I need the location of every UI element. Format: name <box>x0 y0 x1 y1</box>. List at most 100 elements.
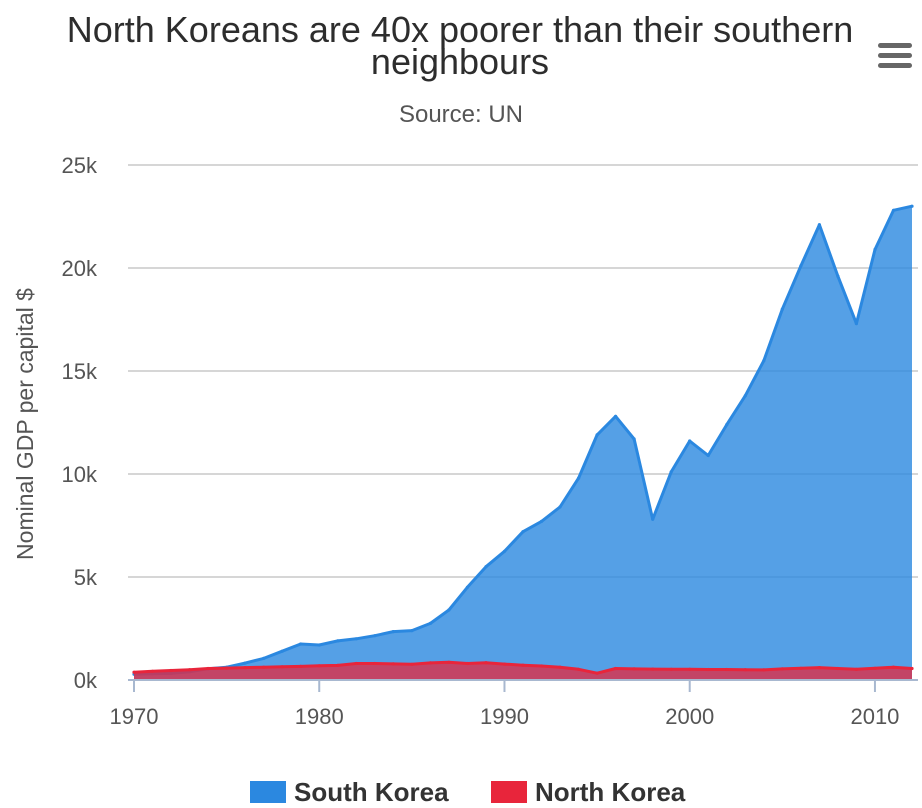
south-korea-point <box>910 204 914 208</box>
x-tick-label: 2010 <box>850 704 899 729</box>
south-korea-point <box>762 359 766 363</box>
south-korea-point <box>280 649 284 653</box>
legend-swatch <box>491 781 527 803</box>
south-korea-point <box>465 585 469 589</box>
south-korea-point <box>780 307 784 311</box>
north-korea-point <box>780 667 784 671</box>
south-korea-point <box>688 439 692 443</box>
legend-label: North Korea <box>535 776 686 807</box>
north-korea-point <box>762 668 766 672</box>
north-korea-point <box>836 666 840 671</box>
south-korea-point <box>539 519 544 524</box>
north-korea-point <box>243 666 247 670</box>
chart-legend: South Korea North Korea <box>0 776 922 808</box>
north-korea-point <box>150 669 155 673</box>
y-tick-label: 15k <box>62 359 98 384</box>
south-korea-point <box>669 470 673 474</box>
north-korea-point <box>873 666 877 670</box>
south-korea-point <box>502 549 507 553</box>
north-korea-point <box>632 667 636 671</box>
north-korea-point <box>428 661 432 665</box>
y-axis-title: Nominal GDP per capital $ <box>12 288 38 560</box>
north-korea-point <box>373 661 377 666</box>
north-korea-point <box>447 660 451 664</box>
south-korea-point <box>391 630 395 634</box>
legend-item-north-korea[interactable]: North Korea <box>491 776 685 808</box>
chart-menu-button[interactable] <box>876 40 914 72</box>
legend-item-south-korea[interactable]: South Korea <box>250 776 449 808</box>
north-korea-point <box>743 668 747 672</box>
north-korea-point <box>651 667 655 671</box>
legend-label: South Korea <box>294 776 449 807</box>
north-korea-point <box>410 662 414 666</box>
north-korea-point <box>502 662 507 666</box>
south-korea-point <box>817 223 822 227</box>
north-korea-point <box>354 661 358 666</box>
y-tick-label: 10k <box>62 462 98 487</box>
south-korea-point <box>410 629 414 633</box>
south-korea-point <box>262 656 266 661</box>
north-korea-point <box>539 664 544 668</box>
south-korea-point <box>336 639 340 643</box>
y-axis: Nominal GDP per capital $ 0k 5k 10k 15k 20k 2… <box>12 153 98 693</box>
south-korea-point <box>836 274 840 278</box>
south-korea-point <box>873 247 877 252</box>
south-korea-point <box>317 643 321 647</box>
series-areas <box>132 204 914 680</box>
north-korea-point <box>669 667 673 671</box>
y-tick-label: 25k <box>62 153 98 178</box>
north-korea-point <box>465 661 469 666</box>
x-tick-label: 1980 <box>295 704 344 729</box>
north-korea-point <box>132 670 136 674</box>
north-korea-point <box>391 662 395 666</box>
south-korea-point <box>651 517 655 521</box>
x-axis: 1970 1980 1990 2000 2010 <box>110 679 918 729</box>
south-korea-point <box>614 414 618 418</box>
hamburger-menu-icon <box>878 43 912 68</box>
south-korea-point <box>558 505 562 509</box>
y-tick-label: 5k <box>74 565 98 590</box>
legend-swatch <box>250 781 286 803</box>
y-tick-label: 0k <box>74 668 98 693</box>
south-korea-point <box>299 642 303 646</box>
north-korea-point <box>725 667 729 672</box>
south-korea-point <box>373 634 377 638</box>
north-korea-point <box>614 666 618 671</box>
north-korea-point <box>262 665 266 669</box>
y-tick-label: 20k <box>62 256 98 281</box>
south-korea-area <box>134 206 912 680</box>
x-tick-label: 1970 <box>110 704 159 729</box>
north-korea-point <box>206 666 210 671</box>
south-korea-point <box>595 433 599 437</box>
north-korea-point <box>280 665 284 669</box>
north-korea-point <box>854 667 859 671</box>
south-korea-point <box>891 208 896 212</box>
south-korea-point <box>521 530 525 534</box>
south-korea-point <box>854 322 859 326</box>
south-korea-point <box>799 264 803 268</box>
south-korea-point <box>243 661 247 665</box>
north-korea-point <box>317 664 321 668</box>
north-korea-point <box>188 668 192 672</box>
south-korea-point <box>354 637 358 641</box>
x-tick-label: 1990 <box>480 704 529 729</box>
x-tick-label: 2000 <box>665 704 714 729</box>
north-korea-point <box>577 667 581 671</box>
south-korea-point <box>706 453 710 458</box>
south-korea-point <box>632 437 636 441</box>
north-korea-point <box>891 665 896 669</box>
north-korea-point <box>299 664 303 669</box>
south-korea-point <box>725 423 729 427</box>
north-korea-point <box>336 663 340 668</box>
north-korea-point <box>521 663 525 667</box>
north-korea-point <box>817 666 822 670</box>
north-korea-point <box>169 668 173 673</box>
north-korea-point <box>484 661 488 665</box>
north-korea-point <box>595 671 599 675</box>
north-korea-point <box>688 667 692 671</box>
south-korea-point <box>447 608 451 612</box>
north-korea-point <box>799 666 803 670</box>
chart-subtitle: Source: UN <box>398 101 524 128</box>
chart-plot-area: 1970 1980 1990 2000 2010 Nominal GDP per cap… <box>12 153 918 729</box>
south-korea-point <box>484 565 488 569</box>
